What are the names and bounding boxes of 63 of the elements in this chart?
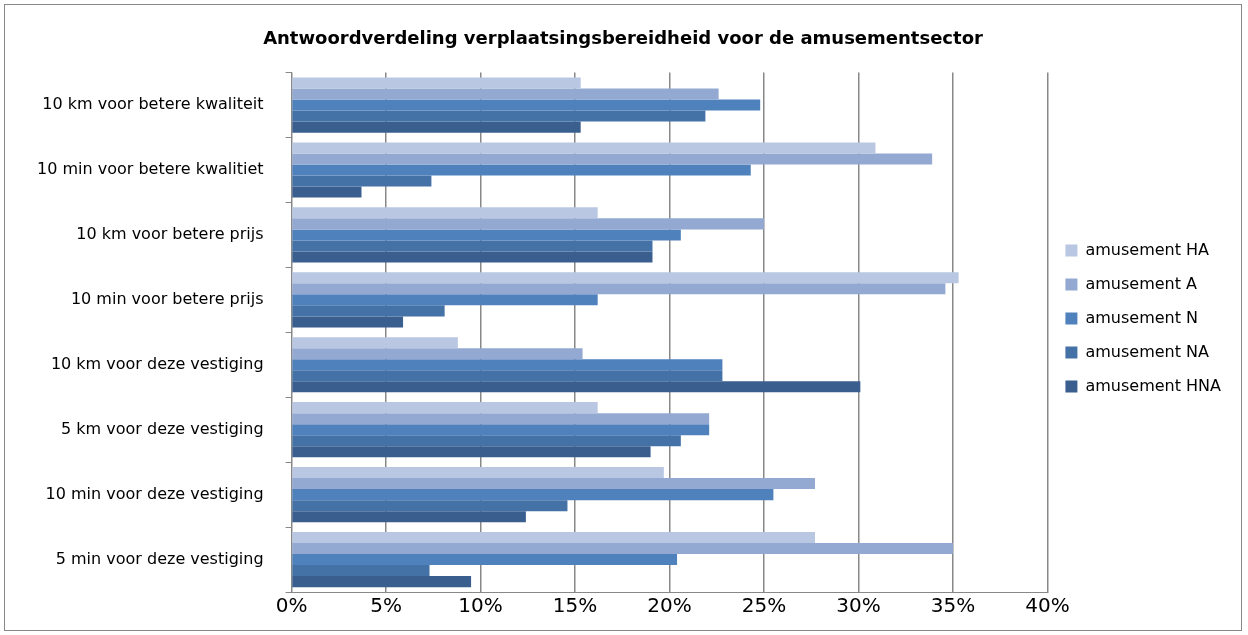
bar	[292, 402, 598, 414]
x-tick-label: 40%	[1025, 593, 1070, 618]
bar	[292, 337, 458, 349]
bar	[292, 218, 764, 230]
bar	[292, 446, 651, 458]
x-tick-label: 5%	[370, 593, 402, 618]
legend-label: amusement N	[1085, 307, 1199, 327]
legend-label: amusement HNA	[1085, 375, 1222, 395]
bar	[292, 424, 710, 436]
x-tick-label: 10%	[458, 593, 503, 618]
y-tick-label: 10 km voor betere kwaliteit	[42, 94, 264, 114]
bar	[292, 500, 568, 512]
bar	[292, 576, 472, 588]
x-tick-label: 20%	[647, 593, 692, 618]
bar	[292, 240, 653, 252]
bar	[292, 359, 723, 371]
bar	[292, 294, 598, 306]
y-tick-label: 10 min voor deze vestiging	[45, 483, 264, 503]
bar	[292, 370, 723, 382]
y-tick-label: 5 min voor deze vestiging	[55, 548, 264, 568]
x-tick-label: 25%	[741, 593, 787, 618]
legend-label: amusement NA	[1085, 341, 1210, 361]
legend-label: amusement HA	[1085, 239, 1210, 259]
bar	[292, 251, 653, 263]
bar	[292, 565, 430, 577]
bar	[292, 77, 581, 89]
bar	[292, 207, 598, 219]
y-tick-label: 10 min voor betere kwalitiet	[36, 159, 264, 179]
bar	[292, 413, 710, 425]
bar	[292, 164, 751, 176]
bar	[292, 381, 861, 393]
bar	[292, 478, 815, 490]
bar	[292, 305, 445, 317]
bar	[292, 467, 664, 479]
x-tick-label: 35%	[930, 593, 976, 618]
y-tick-label: 10 km voor deze vestiging	[50, 353, 264, 373]
bar	[292, 142, 876, 154]
bar	[292, 121, 581, 133]
bar	[292, 554, 678, 566]
bar	[292, 348, 583, 360]
bar	[292, 229, 681, 241]
bar	[292, 531, 815, 543]
bar	[292, 511, 526, 523]
x-tick-label: 0%	[275, 593, 308, 618]
bar	[292, 272, 959, 284]
bar	[292, 88, 719, 100]
bar	[292, 175, 432, 187]
bar	[292, 110, 706, 122]
bar	[292, 542, 953, 555]
bar	[292, 316, 404, 328]
y-tick-label: 10 km voor betere prijs	[76, 224, 264, 244]
x-tick-label: 30%	[836, 593, 881, 618]
bar	[292, 435, 681, 447]
bar	[292, 489, 774, 501]
legend-label: amusement A	[1085, 273, 1198, 293]
bar	[292, 186, 362, 198]
bar	[292, 99, 761, 111]
y-tick-label: 10 min voor betere prijs	[70, 288, 264, 308]
x-tick-label: 15%	[552, 593, 598, 618]
y-tick-label: 5 km voor deze vestiging	[61, 418, 264, 438]
bar	[292, 153, 933, 165]
bar	[292, 283, 946, 295]
chart-title: Antwoordverdeling verplaatsingsbereidheid voor de amusementsector	[263, 27, 983, 49]
